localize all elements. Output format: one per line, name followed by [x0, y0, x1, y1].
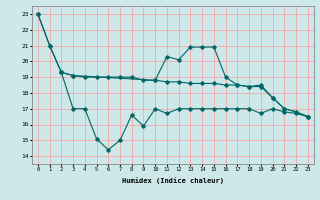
X-axis label: Humidex (Indice chaleur): Humidex (Indice chaleur) — [122, 177, 224, 184]
